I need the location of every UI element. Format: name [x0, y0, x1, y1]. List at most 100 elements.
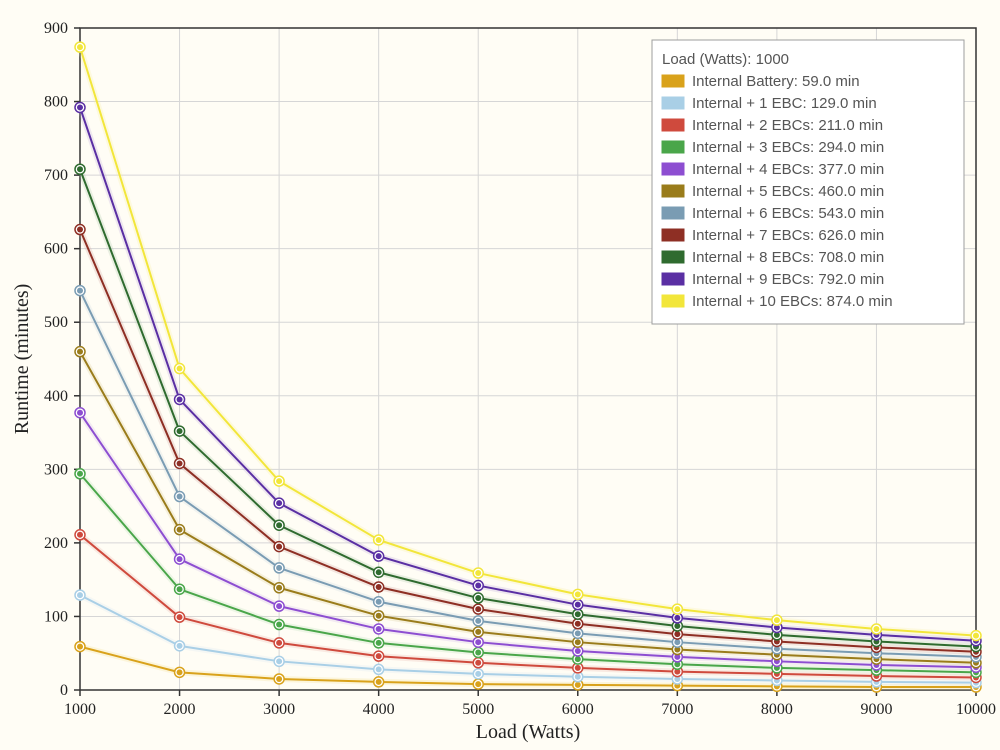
- series-marker-inner: [575, 665, 581, 671]
- series-marker-inner: [276, 544, 282, 550]
- series-marker-inner: [177, 396, 183, 402]
- y-tick-label: 100: [44, 608, 68, 625]
- series-marker-inner: [177, 460, 183, 466]
- legend-swatch: [662, 207, 684, 219]
- x-tick-label: 6000: [562, 701, 594, 718]
- series-marker-inner: [77, 471, 83, 477]
- legend-label: Internal + 5 EBCs: 460.0 min: [692, 183, 884, 200]
- series-marker-inner: [575, 648, 581, 654]
- series-marker-inner: [575, 639, 581, 645]
- series-marker-inner: [177, 428, 183, 434]
- y-tick-label: 200: [44, 535, 68, 552]
- x-tick-label: 7000: [661, 701, 693, 718]
- legend-swatch: [662, 295, 684, 307]
- series-marker-inner: [475, 671, 481, 677]
- y-tick-label: 300: [44, 461, 68, 478]
- legend-label: Internal + 4 EBCs: 377.0 min: [692, 161, 884, 178]
- y-tick-label: 900: [44, 20, 68, 37]
- series-marker-inner: [177, 527, 183, 533]
- series-marker-inner: [77, 349, 83, 355]
- series-marker-inner: [575, 621, 581, 627]
- series-marker-inner: [77, 104, 83, 110]
- series-marker-inner: [276, 603, 282, 609]
- series-marker-inner: [376, 537, 382, 543]
- series-marker-inner: [276, 585, 282, 591]
- series-marker-inner: [475, 660, 481, 666]
- series-marker-inner: [674, 606, 680, 612]
- series-marker-inner: [276, 658, 282, 664]
- series-marker-inner: [575, 656, 581, 662]
- x-tick-label: 9000: [860, 701, 892, 718]
- series-marker-inner: [77, 532, 83, 538]
- series-marker-inner: [77, 166, 83, 172]
- series-marker-inner: [177, 586, 183, 592]
- series-marker-inner: [376, 679, 382, 685]
- series-marker-inner: [475, 649, 481, 655]
- series-marker-inner: [475, 629, 481, 635]
- x-tick-label: 2000: [164, 701, 196, 718]
- legend-label: Internal Battery: 59.0 min: [692, 73, 860, 90]
- series-marker-inner: [77, 410, 83, 416]
- y-axis-label: Runtime (minutes): [11, 284, 33, 435]
- legend-label: Internal + 8 EBCs: 708.0 min: [692, 249, 884, 266]
- series-marker-inner: [376, 626, 382, 632]
- series-marker-inner: [475, 618, 481, 624]
- legend-swatch: [662, 251, 684, 263]
- series-marker-inner: [674, 639, 680, 645]
- y-tick-label: 500: [44, 314, 68, 331]
- legend-label: Internal + 6 EBCs: 543.0 min: [692, 205, 884, 222]
- runtime-chart: 1000200030004000500060007000800090001000…: [0, 0, 1000, 750]
- x-tick-label: 8000: [761, 701, 793, 718]
- y-tick-label: 600: [44, 241, 68, 258]
- legend-swatch: [662, 97, 684, 109]
- series-marker-inner: [276, 676, 282, 682]
- series-marker-inner: [674, 631, 680, 637]
- series-marker-inner: [575, 630, 581, 636]
- x-tick-label: 10000: [956, 701, 996, 718]
- series-marker-inner: [376, 553, 382, 559]
- series-marker-inner: [276, 500, 282, 506]
- series-marker-inner: [376, 666, 382, 672]
- series-marker-inner: [575, 602, 581, 608]
- series-marker-inner: [276, 622, 282, 628]
- legend-label: Internal + 1 EBC: 129.0 min: [692, 95, 877, 112]
- series-marker-inner: [77, 644, 83, 650]
- series-marker-inner: [575, 591, 581, 597]
- legend-label: Internal + 9 EBCs: 792.0 min: [692, 271, 884, 288]
- y-tick-label: 400: [44, 388, 68, 405]
- series-marker-inner: [77, 288, 83, 294]
- series-marker-inner: [177, 643, 183, 649]
- series-marker-inner: [276, 640, 282, 646]
- series-marker-inner: [376, 599, 382, 605]
- series-marker-inner: [575, 682, 581, 688]
- chart-container: 1000200030004000500060007000800090001000…: [0, 0, 1000, 750]
- series-marker-inner: [177, 366, 183, 372]
- series-marker-inner: [973, 633, 979, 639]
- y-tick-label: 800: [44, 94, 68, 111]
- series-marker-inner: [276, 522, 282, 528]
- series-marker-inner: [376, 640, 382, 646]
- series-marker-inner: [674, 615, 680, 621]
- series-marker-inner: [475, 583, 481, 589]
- series-marker-inner: [475, 570, 481, 576]
- legend-label: Internal + 2 EBCs: 211.0 min: [692, 117, 883, 134]
- series-marker-inner: [475, 639, 481, 645]
- series-marker-inner: [674, 623, 680, 629]
- x-axis-label: Load (Watts): [476, 721, 580, 743]
- legend-swatch: [662, 185, 684, 197]
- series-marker-inner: [276, 565, 282, 571]
- legend-swatch: [662, 141, 684, 153]
- series-marker-inner: [77, 592, 83, 598]
- legend-swatch: [662, 75, 684, 87]
- series-marker-inner: [77, 227, 83, 233]
- legend-swatch: [662, 163, 684, 175]
- x-tick-label: 4000: [363, 701, 395, 718]
- series-marker-inner: [475, 606, 481, 612]
- series-marker-inner: [177, 614, 183, 620]
- x-tick-label: 1000: [64, 701, 96, 718]
- legend: Load (Watts): 1000Internal Battery: 59.0…: [652, 40, 964, 324]
- y-tick-label: 700: [44, 167, 68, 184]
- legend-label: Internal + 3 EBCs: 294.0 min: [692, 139, 884, 156]
- series-marker-inner: [77, 44, 83, 50]
- series-marker-inner: [475, 595, 481, 601]
